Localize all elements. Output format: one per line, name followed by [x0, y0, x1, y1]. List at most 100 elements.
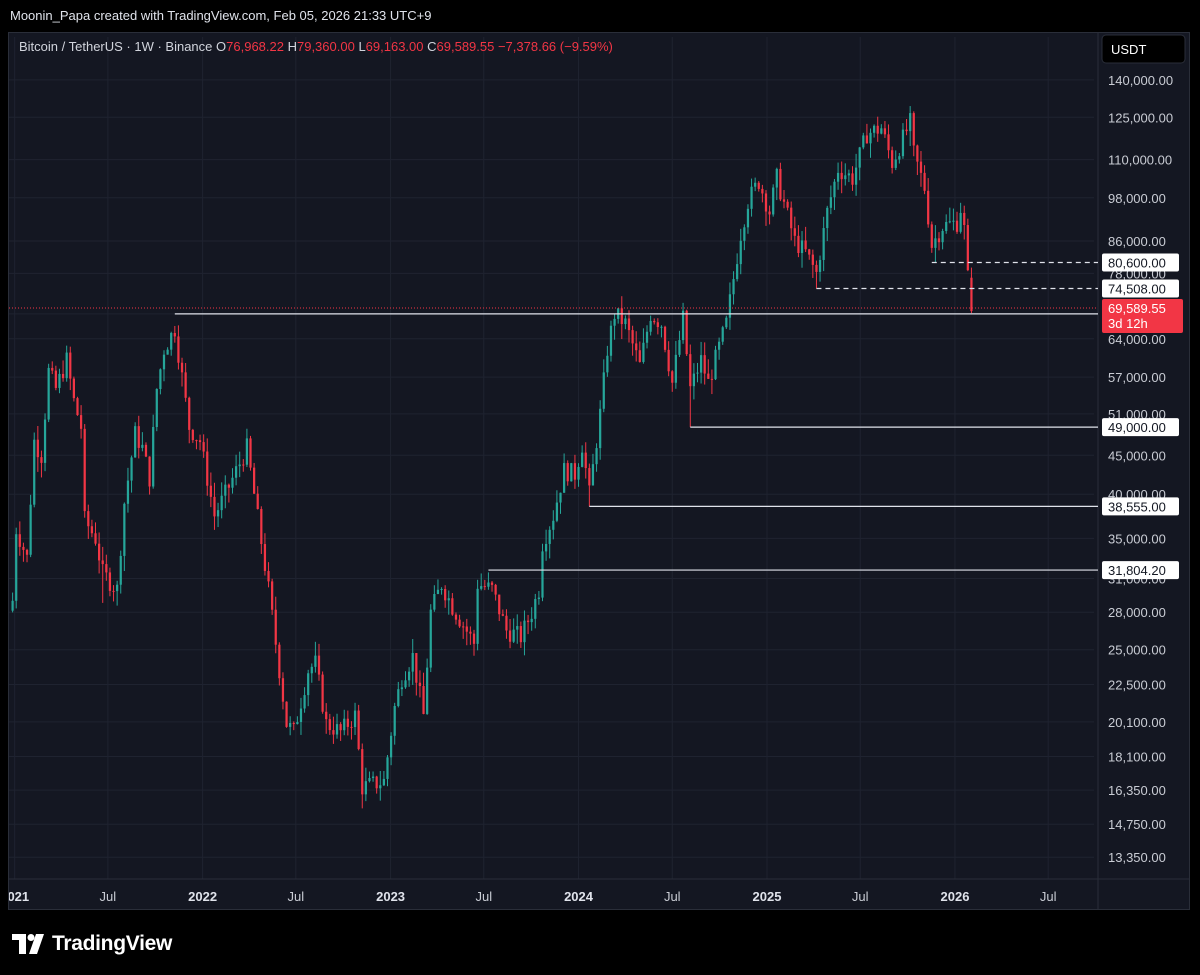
candle-body[interactable]	[11, 600, 14, 611]
candle-body[interactable]	[869, 132, 872, 144]
candle-body[interactable]	[800, 240, 804, 254]
candle-body[interactable]	[483, 586, 486, 588]
candle-body[interactable]	[343, 718, 346, 731]
candle-body[interactable]	[177, 336, 180, 363]
candle-body[interactable]	[480, 586, 483, 589]
candle-body[interactable]	[937, 238, 941, 243]
candle-body[interactable]	[786, 201, 789, 208]
candle-body[interactable]	[18, 534, 21, 547]
candle-body[interactable]	[339, 724, 342, 731]
candle-body[interactable]	[112, 590, 115, 592]
candle-body[interactable]	[65, 352, 68, 379]
candle-body[interactable]	[94, 533, 97, 544]
candle-body[interactable]	[707, 373, 710, 379]
candle-body[interactable]	[292, 722, 295, 725]
candle-body[interactable]	[934, 238, 937, 248]
candle-body[interactable]	[418, 682, 422, 687]
candle-body[interactable]	[512, 629, 515, 642]
candle-body[interactable]	[909, 113, 912, 132]
candle-body[interactable]	[108, 572, 112, 591]
candle-body[interactable]	[155, 389, 158, 427]
candle-body[interactable]	[433, 593, 436, 610]
candle-body[interactable]	[923, 172, 926, 191]
candle-body[interactable]	[346, 718, 349, 727]
candle-body[interactable]	[656, 322, 659, 328]
candle-body[interactable]	[638, 350, 641, 362]
candle-body[interactable]	[180, 362, 184, 373]
candle-body[interactable]	[689, 354, 692, 387]
candle-body[interactable]	[927, 190, 930, 225]
candle-body[interactable]	[170, 333, 173, 350]
candle-body[interactable]	[357, 710, 360, 750]
candle-body[interactable]	[40, 457, 43, 463]
candle-body[interactable]	[663, 326, 667, 350]
candle-body[interactable]	[397, 689, 400, 707]
candle-body[interactable]	[238, 464, 241, 467]
candle-body[interactable]	[25, 549, 29, 555]
candle-body[interactable]	[865, 135, 869, 144]
candle-body[interactable]	[887, 134, 890, 151]
candle-body[interactable]	[743, 227, 746, 241]
candle-body[interactable]	[310, 666, 313, 674]
candle-body[interactable]	[220, 495, 223, 511]
candle-body[interactable]	[126, 480, 130, 504]
candle-body[interactable]	[76, 398, 79, 416]
candle-body[interactable]	[234, 466, 238, 478]
candle-body[interactable]	[393, 706, 396, 736]
candle-body[interactable]	[736, 264, 739, 280]
candle-body[interactable]	[202, 442, 205, 452]
candle-body[interactable]	[573, 463, 577, 480]
candle-body[interactable]	[252, 467, 256, 494]
candle-body[interactable]	[876, 125, 879, 134]
candle-body[interactable]	[815, 264, 818, 272]
candle-body[interactable]	[854, 167, 858, 185]
candle-body[interactable]	[941, 230, 944, 243]
candle-body[interactable]	[562, 463, 566, 493]
candle-body[interactable]	[260, 509, 263, 545]
candle-body[interactable]	[490, 582, 494, 585]
candle-body[interactable]	[891, 150, 894, 168]
candle-body[interactable]	[29, 504, 32, 555]
candle-body[interactable]	[285, 701, 288, 727]
candle-body[interactable]	[696, 372, 699, 374]
candle-body[interactable]	[534, 599, 537, 619]
candle-body[interactable]	[631, 330, 634, 344]
candle-body[interactable]	[206, 451, 209, 486]
candle-body[interactable]	[779, 168, 782, 200]
candle-body[interactable]	[844, 175, 847, 180]
candle-body[interactable]	[782, 199, 786, 202]
candle-body[interactable]	[508, 630, 512, 642]
candle-body[interactable]	[851, 173, 854, 185]
candle-body[interactable]	[627, 318, 631, 331]
candle-body[interactable]	[191, 429, 194, 441]
candle-body[interactable]	[54, 370, 57, 388]
candle-body[interactable]	[379, 785, 382, 789]
candle-body[interactable]	[328, 719, 331, 731]
candle-body[interactable]	[307, 673, 310, 696]
candle-body[interactable]	[516, 626, 519, 630]
candle-body[interactable]	[43, 419, 47, 463]
candle-body[interactable]	[905, 129, 908, 132]
candle-body[interactable]	[797, 235, 800, 254]
candle-body[interactable]	[469, 631, 472, 634]
candle-body[interactable]	[22, 546, 25, 550]
candle-body[interactable]	[209, 485, 212, 497]
candle-body[interactable]	[826, 207, 829, 229]
candle-body[interactable]	[213, 496, 216, 517]
candle-body[interactable]	[526, 620, 530, 623]
candle-body[interactable]	[141, 444, 144, 448]
candle-body[interactable]	[289, 722, 292, 727]
candle-body[interactable]	[458, 619, 461, 627]
candle-body[interactable]	[591, 464, 595, 486]
candle-body[interactable]	[195, 440, 198, 442]
candle-body[interactable]	[231, 477, 234, 488]
candle-body[interactable]	[559, 492, 562, 503]
candle-body[interactable]	[415, 653, 418, 683]
candle-body[interactable]	[444, 589, 447, 601]
candle-body[interactable]	[256, 493, 259, 510]
candle-body[interactable]	[620, 308, 623, 325]
candle-body[interactable]	[271, 581, 274, 610]
candle-body[interactable]	[116, 584, 119, 592]
candle-body[interactable]	[811, 254, 814, 265]
candle-body[interactable]	[166, 349, 169, 355]
